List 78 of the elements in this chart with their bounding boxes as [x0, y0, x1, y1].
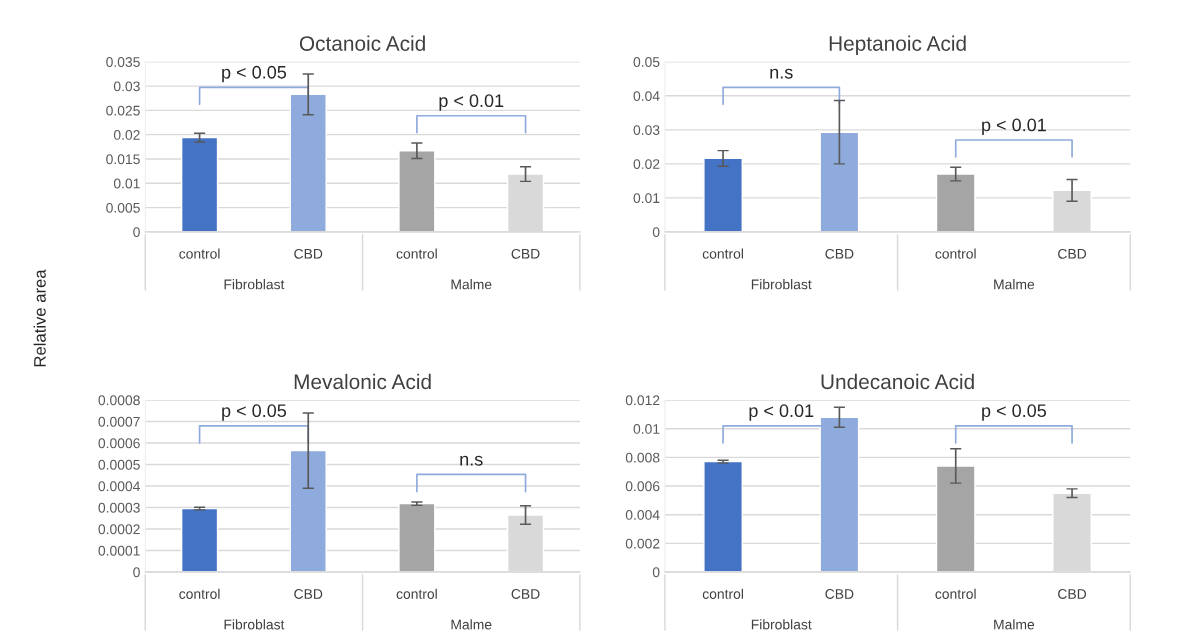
x-tick-label: CBD	[825, 589, 854, 599]
y-tick-label: 0	[652, 567, 660, 578]
y-tick-label: 0.02	[113, 130, 140, 140]
y-tick-label: 0.04	[633, 91, 660, 101]
y-tick-label: 0.0006	[98, 438, 140, 449]
x-tick-label: CBD	[1058, 589, 1087, 599]
annotation: p < 0.05	[222, 65, 287, 83]
chart-title: Undecanoic Acid	[821, 373, 974, 390]
y-tick-label: 0.015	[106, 154, 140, 165]
text: Fibroblast	[224, 619, 285, 630]
x-tick-label: control	[935, 248, 976, 259]
y-tick-label: 0.01	[113, 178, 140, 189]
y-tick-label: 0.02	[633, 159, 660, 170]
x-tick-label: control	[702, 248, 743, 259]
y-tick-label: 0.05	[633, 57, 660, 67]
bar	[703, 157, 743, 232]
annotation: p < 0.05	[222, 404, 287, 421]
y-tick-label: 0	[133, 567, 140, 578]
y-tick-label: 0.006	[625, 481, 660, 492]
bar	[180, 507, 219, 573]
y-tick-label: 0.0007	[98, 416, 140, 427]
y-tick-label: 0.004	[625, 510, 660, 520]
x-tick-label: control	[702, 588, 743, 599]
y-tick-label: 0.0001	[98, 545, 140, 556]
y-tick-label: 0.025	[106, 105, 140, 116]
bar	[935, 465, 976, 573]
text: Fibroblast	[224, 279, 285, 290]
text: Fibroblast	[751, 279, 812, 290]
chart-title: Octanoic Acid	[299, 35, 425, 51]
text: Malme	[451, 279, 492, 290]
x-tick-label: control	[179, 588, 220, 599]
x-tick-label: CBD	[1058, 248, 1087, 259]
y-tick-label: 0.002	[625, 538, 660, 549]
chart-title: Mevalonic Acid	[294, 373, 431, 390]
y-tick-label: 0.01	[633, 424, 660, 434]
bar	[703, 460, 743, 573]
bar	[398, 150, 436, 232]
bar	[289, 449, 327, 573]
y-tick-label: 0	[133, 227, 140, 238]
x-tick-label: control	[396, 248, 437, 259]
x-tick-label: CBD	[511, 248, 540, 259]
annotation: p < 0.01	[982, 118, 1046, 135]
bar	[819, 131, 860, 232]
annotation: p < 0.01	[749, 404, 814, 421]
bar	[935, 173, 976, 232]
y-tick-label: 0.0002	[98, 524, 140, 535]
bar	[289, 93, 327, 232]
y-tick-label: 0.03	[113, 81, 140, 92]
y-tick-label: 0.0004	[98, 481, 140, 492]
y-tick-label: 0.012	[625, 395, 660, 406]
y-tick-label: 0.0003	[98, 502, 140, 513]
bar	[398, 502, 436, 573]
x-tick-label: CBD	[825, 248, 854, 259]
y-axis-title: Relative area	[33, 269, 46, 367]
y-tick-label: 0.01	[633, 193, 660, 204]
text: Malme	[994, 619, 1035, 630]
x-tick-label: CBD	[511, 589, 540, 599]
y-tick-label: 0.0005	[98, 459, 140, 470]
bar	[180, 136, 219, 232]
y-tick-label: 0.035	[106, 57, 140, 67]
x-tick-label: control	[935, 588, 976, 599]
annotation: p < 0.01	[439, 94, 504, 111]
annotation: n.s	[460, 455, 483, 466]
x-tick-label: CBD	[294, 248, 323, 259]
x-tick-label: control	[396, 588, 437, 599]
y-tick-label: 0	[652, 227, 660, 238]
y-tick-label: 0.005	[106, 202, 140, 213]
text: Fibroblast	[751, 619, 812, 630]
text: Malme	[994, 279, 1035, 290]
y-tick-label: 0.008	[625, 452, 660, 463]
annotation: p < 0.05	[982, 404, 1047, 421]
chart-title: Heptanoic Acid	[829, 35, 966, 55]
x-tick-label: control	[179, 248, 220, 259]
y-tick-label: 0.0008	[98, 395, 140, 406]
y-tick-label: 0.03	[633, 125, 660, 135]
annotation: n.s	[770, 68, 793, 79]
x-tick-label: CBD	[294, 589, 323, 599]
text: Malme	[451, 619, 492, 630]
